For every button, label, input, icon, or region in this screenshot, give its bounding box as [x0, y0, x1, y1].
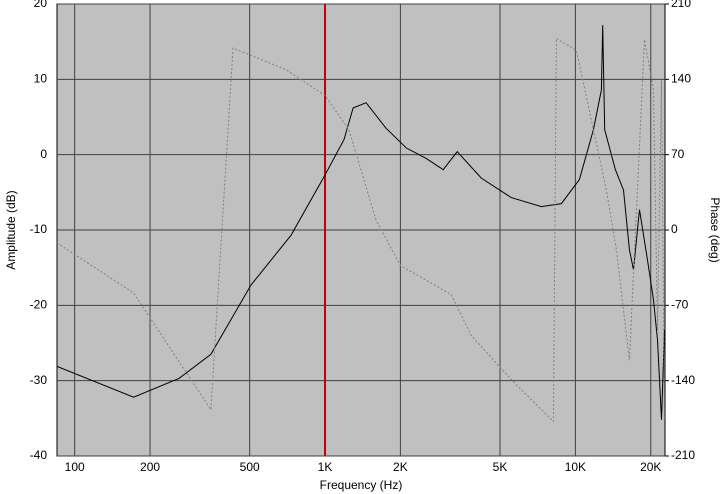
x-tick-label: 10K: [565, 460, 586, 474]
x-axis-label: Frequency (Hz): [320, 478, 403, 492]
series-line: [56, 37, 665, 423]
y-tick-label: -20: [30, 298, 48, 312]
x-tick-label: 5K: [493, 460, 508, 474]
y2-tick-label: 0: [671, 222, 678, 236]
y2-tick-label: 140: [671, 72, 691, 86]
y-tick-label: -30: [30, 373, 48, 387]
y2-tick-label: -70: [671, 298, 689, 312]
series-line: [56, 25, 665, 420]
x-tick-label: 200: [140, 460, 160, 474]
y2-tick-label: -210: [671, 448, 695, 462]
y2-tick-label: 70: [671, 147, 685, 161]
x-tick-label: 100: [65, 460, 85, 474]
y2-axis-label: Phase (deg): [708, 197, 721, 262]
x-tick-label: 20K: [640, 460, 661, 474]
y-tick-label: 10: [34, 72, 48, 86]
x-tick-label: 1K: [318, 460, 333, 474]
y2-tick-label: -140: [671, 373, 695, 387]
x-tick-label: 2K: [393, 460, 408, 474]
x-tick-label: 500: [240, 460, 260, 474]
y2-tick-label: 210: [671, 0, 691, 10]
y-tick-label: 0: [40, 147, 47, 161]
y-tick-label: 20: [34, 0, 48, 10]
y-axis-label: Amplitude (dB): [4, 190, 18, 269]
y-tick-label: -40: [30, 448, 48, 462]
y-tick-label: -10: [30, 222, 48, 236]
